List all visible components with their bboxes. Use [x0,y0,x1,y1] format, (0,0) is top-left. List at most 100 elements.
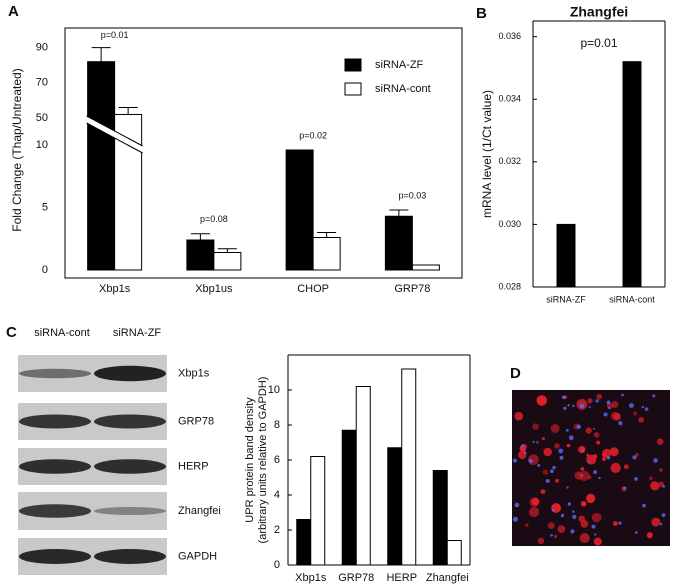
blot-band [19,459,91,474]
bar [310,456,326,566]
x-tick-label: HERP [386,572,417,584]
nucleus [560,513,565,518]
error-bar [290,150,310,189]
panel-label: D [510,365,521,382]
y-tick-label: 0.030 [498,219,521,229]
bar [446,540,462,566]
nucleus [603,412,608,417]
nucleus [570,529,575,534]
annotation: p=0.01 [580,36,617,50]
nucleus [662,485,666,488]
cell [519,444,527,452]
panel-label: A [8,3,19,20]
bar [411,264,440,271]
plot-frame [64,27,463,279]
y-tick-label: 0.036 [498,31,521,41]
cell [579,470,590,482]
nucleus [567,502,572,506]
x-tick-label: Xbp1s [295,572,327,584]
x-tick-label: Xbp1s [99,283,131,295]
nucleus [634,477,638,481]
band-label: Zhangfei [178,505,221,517]
bar [622,61,642,288]
y-tick-label: 5 [42,201,48,213]
nucleus [528,458,533,464]
nucleus [568,435,574,441]
nucleus [641,405,645,409]
chart-title: Zhangfei [570,4,628,20]
lane-label: siRNA-cont [34,327,90,339]
cell [538,396,543,401]
bar [213,252,242,271]
nucleus [593,470,598,474]
y-axis-label: UPR protein band density [244,397,256,523]
y-tick-label: 4 [274,489,280,501]
nucleus [588,405,591,408]
cell [547,522,555,530]
chart: Zhangfei 0.028 0.030 0.032 0.034 0.036 mRNA le… [480,4,666,304]
annotation: p=0.02 [299,130,327,140]
nucleus [642,503,646,508]
western-blot: Xbp1s GRP78 HERP Zhangfei GAPDH [18,355,221,575]
panel-label: B [476,5,487,22]
nucleus [566,486,569,489]
annotation: p=0.03 [398,190,426,200]
y-axis-label: Fold Change (Thap/Untreated) [10,68,24,231]
nucleus [632,455,637,460]
break-edge [86,115,143,147]
cell [610,411,620,421]
cell [635,452,639,457]
cell [596,393,603,400]
y-tick-label: 0.028 [498,281,521,291]
legend-swatch [344,82,362,96]
nucleus [512,516,518,522]
cell [554,478,560,483]
cell [514,411,524,421]
nucleus [563,406,567,410]
error-bar [91,47,111,62]
nucleus [576,424,581,429]
legend-label: siRNA-ZF [375,59,424,71]
nucleus [623,486,627,490]
lane-label: siRNA-ZF [113,327,162,339]
cell [531,497,540,506]
cell [524,523,529,527]
cell [528,506,540,518]
cell [587,398,593,404]
cell [541,436,545,441]
y-axis-label: mRNA level (1/Ct value) [480,90,494,218]
blot-band [94,414,166,429]
cell [585,493,596,504]
nucleus [572,514,577,520]
cell [602,457,606,462]
nucleus [559,455,564,460]
nucleus [521,444,525,448]
x-tick-label: CHOP [297,283,329,295]
nucleus [592,427,595,430]
nucleus [608,406,611,410]
band-label: HERP [178,460,209,472]
cell [579,533,590,544]
legend-label: siRNA-cont [375,83,431,95]
nucleus [635,531,638,534]
nucleus [567,404,570,407]
cell [651,517,661,527]
cell [542,469,549,475]
nucleus [572,404,575,408]
error-bar [389,209,409,217]
cell [610,462,621,473]
error-bar [317,232,337,238]
cell [554,443,560,449]
annotation: p=0.08 [200,214,228,224]
band-label: Xbp1s [178,367,210,379]
nucleus [537,463,541,467]
y-tick-label: 0 [42,264,48,276]
cell [591,512,602,523]
cell [550,424,560,433]
nucleus [581,474,584,477]
chart: 0 5 10 50 70 90 Fold Change (Thap/Untreated) Xb… [10,27,463,295]
cell [543,447,552,457]
bar [355,386,371,566]
bar [341,429,357,566]
